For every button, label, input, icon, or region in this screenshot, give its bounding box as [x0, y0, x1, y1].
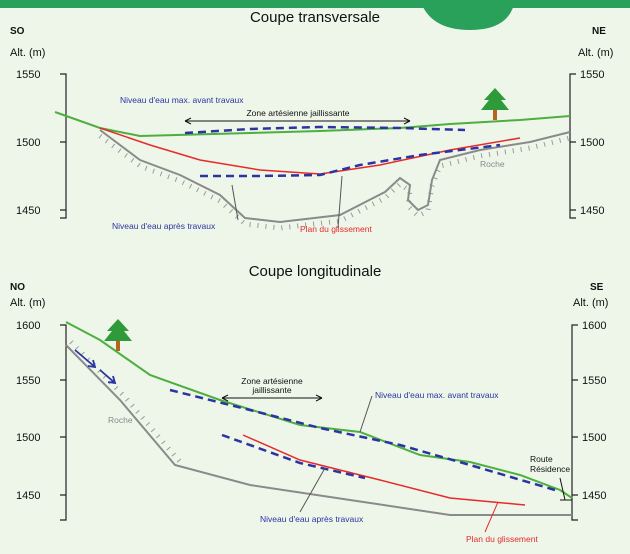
label: Zone artésienne jaillissante: [246, 108, 349, 118]
tick-label: 1500: [16, 137, 40, 149]
tick-label: 1550: [580, 69, 604, 81]
label: Route: [530, 454, 553, 464]
water-after-line: [221, 433, 366, 480]
axis-label: Alt. (m): [578, 47, 613, 59]
title: Coupe longitudinale: [249, 263, 382, 280]
label: Plan du glissement: [300, 224, 372, 234]
axis-label: Alt. (m): [10, 297, 45, 309]
top-section: Coupe transversale SO NE Alt. (m) Alt. (…: [10, 9, 613, 234]
tick-label: 1500: [580, 137, 604, 149]
tick-label: 1550: [582, 375, 606, 387]
ground-line: [54, 111, 571, 138]
direction: NO: [10, 282, 25, 293]
label: Plan du glissement: [466, 534, 538, 544]
water-max-line: [184, 125, 466, 135]
label: Niveau d'eau après travaux: [112, 221, 216, 231]
tick-label: 1450: [16, 490, 40, 502]
direction: SO: [10, 26, 25, 37]
label: Roche: [480, 159, 505, 169]
tree: [104, 319, 132, 341]
artesian-arrow: [184, 117, 411, 125]
water-after-line: [200, 143, 501, 178]
label: Niveau d'eau max. avant travaux: [375, 390, 499, 400]
tick-label: 1450: [582, 490, 606, 502]
tick-label: 1500: [582, 432, 606, 444]
header-tab: [420, 0, 515, 30]
tick-label: 1550: [16, 69, 40, 81]
artesian-arrow: [221, 394, 323, 402]
tick-label: 1450: [580, 205, 604, 217]
label: Zone artésienne: [241, 376, 303, 386]
label: Roche: [108, 415, 133, 425]
road-marker: [559, 477, 572, 501]
slip-line: [242, 434, 526, 506]
axes: [60, 73, 576, 219]
bottom-section: Coupe longitudinale NO SE Alt. (m) Alt. …: [10, 263, 608, 544]
leader: [359, 395, 373, 433]
water-max-line: [169, 388, 556, 492]
flow-arrow: [74, 349, 117, 385]
tree: [481, 88, 509, 110]
rock-line: [65, 344, 572, 516]
tree-trunk: [493, 106, 497, 120]
leader: [231, 175, 343, 229]
header-bar: [0, 0, 630, 8]
rock-line: [99, 129, 571, 224]
axes: [60, 324, 578, 521]
title: Coupe transversale: [250, 9, 380, 26]
rock-hatch: [98, 134, 571, 231]
tick-label: 1500: [16, 432, 40, 444]
tick-label: 1550: [16, 375, 40, 387]
ground-line: [65, 321, 573, 499]
tick-label: 1450: [16, 205, 40, 217]
label: Niveau d'eau après travaux: [260, 514, 364, 524]
axis-label: Alt. (m): [573, 297, 608, 309]
direction: SE: [590, 282, 604, 293]
leader: [299, 467, 326, 513]
direction: NE: [592, 26, 606, 37]
label: Résidence: [530, 464, 570, 474]
label: jaillissante: [251, 385, 291, 395]
tick-label: 1600: [582, 320, 606, 332]
label: Niveau d'eau max. avant travaux: [120, 95, 244, 105]
axis-label: Alt. (m): [10, 47, 45, 59]
tick-label: 1600: [16, 320, 40, 332]
tree-trunk: [116, 337, 120, 351]
leader: [484, 501, 499, 533]
